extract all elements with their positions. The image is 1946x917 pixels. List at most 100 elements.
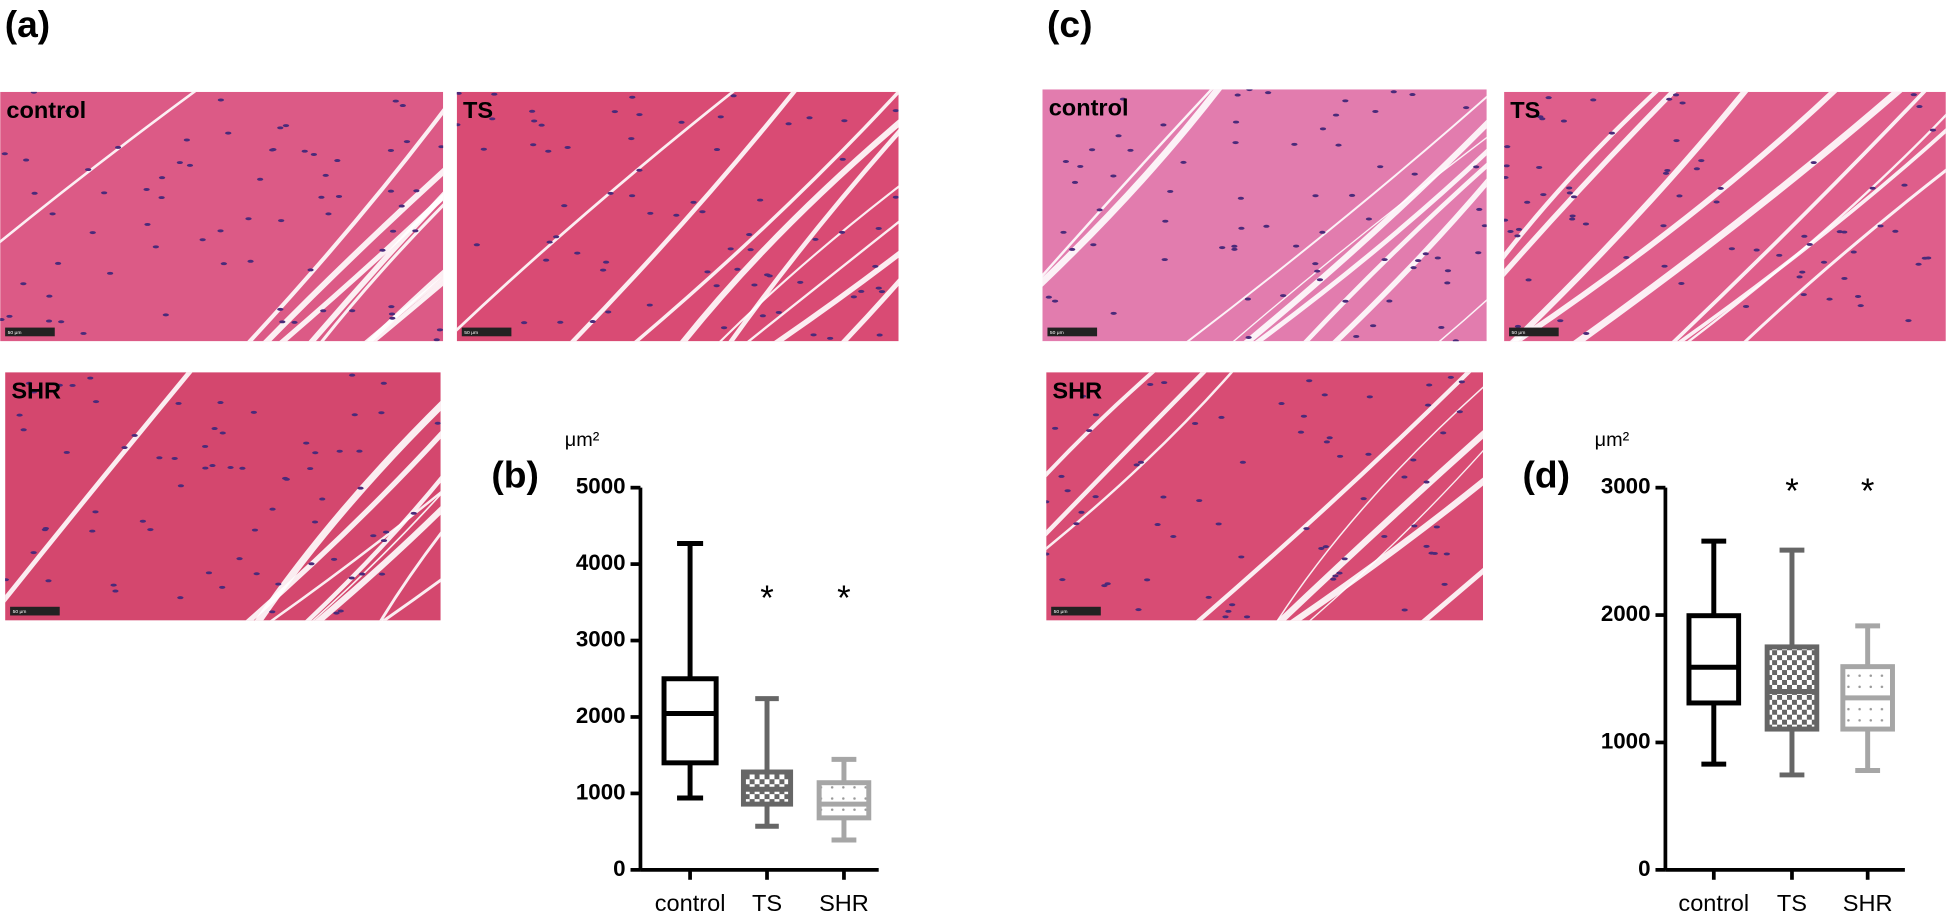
nucleus bbox=[1365, 217, 1373, 221]
fiber-gap bbox=[1186, 95, 1487, 342]
panel-label: (d) bbox=[1523, 454, 1571, 496]
nucleus bbox=[6, 314, 13, 318]
x-tick-label: TS bbox=[752, 890, 782, 916]
nucleus bbox=[473, 243, 480, 247]
significance: * bbox=[760, 580, 774, 618]
image-label: TS bbox=[1510, 97, 1540, 123]
nucleus bbox=[1218, 415, 1225, 419]
nucleus bbox=[538, 123, 545, 127]
nucleus bbox=[1079, 394, 1087, 398]
nucleus bbox=[1238, 226, 1245, 230]
nucleus bbox=[171, 456, 178, 460]
nucleus bbox=[1673, 139, 1680, 143]
nucleus bbox=[199, 238, 206, 242]
fiber-gap bbox=[679, 119, 899, 342]
nucleus bbox=[1583, 332, 1590, 335]
nucleus bbox=[1244, 297, 1252, 301]
nucleus bbox=[277, 126, 284, 130]
nucleus bbox=[139, 519, 146, 523]
nucleus bbox=[308, 562, 315, 566]
nucleus bbox=[1162, 219, 1169, 223]
nucleus bbox=[30, 551, 37, 555]
nucleus bbox=[211, 427, 218, 431]
nucleus bbox=[1660, 224, 1667, 228]
nucleus bbox=[1088, 148, 1096, 152]
nucleus bbox=[636, 113, 643, 117]
nucleus bbox=[220, 262, 227, 266]
fiber-gap bbox=[456, 91, 735, 332]
nucleus bbox=[841, 119, 848, 123]
nucleus bbox=[143, 187, 150, 191]
nucleus bbox=[107, 271, 114, 275]
nucleus bbox=[176, 161, 183, 165]
nucleus bbox=[1160, 123, 1167, 127]
nucleus bbox=[1475, 251, 1482, 255]
nucleus bbox=[320, 309, 327, 313]
nucleus bbox=[1728, 247, 1735, 251]
nucleus bbox=[379, 248, 386, 252]
nucleus bbox=[1222, 615, 1229, 619]
nucleus bbox=[589, 320, 596, 324]
nucleus bbox=[1892, 229, 1899, 233]
nucleus bbox=[1557, 319, 1564, 323]
nucleus bbox=[1431, 551, 1438, 555]
nucleus bbox=[1332, 574, 1339, 578]
nucleus bbox=[1438, 325, 1445, 329]
nucleus bbox=[858, 289, 865, 293]
nucleus bbox=[1463, 106, 1470, 110]
nucleus bbox=[1110, 174, 1117, 178]
nucleus bbox=[389, 229, 397, 233]
nucleus bbox=[603, 260, 610, 264]
fiber-gap bbox=[1042, 89, 1214, 278]
nucleus bbox=[759, 314, 766, 318]
nucleus bbox=[219, 585, 226, 589]
nucleus bbox=[307, 268, 314, 272]
nucleus bbox=[144, 222, 151, 226]
fiber-gap bbox=[1243, 119, 1487, 342]
image-label: control bbox=[1049, 94, 1129, 120]
nucleus bbox=[1742, 304, 1750, 308]
nucleus bbox=[1293, 244, 1300, 248]
nucleus bbox=[717, 115, 724, 119]
nucleus bbox=[734, 267, 741, 271]
nucleus bbox=[1386, 299, 1393, 303]
nucleus bbox=[1433, 525, 1440, 529]
nucleus bbox=[269, 507, 276, 511]
y-tick-label: 2000 bbox=[1601, 601, 1651, 626]
nucleus bbox=[175, 401, 182, 405]
nucleus bbox=[1215, 522, 1222, 526]
nucleus bbox=[325, 212, 332, 216]
nucleus bbox=[63, 450, 70, 454]
nucleus bbox=[1238, 555, 1245, 559]
nucleus bbox=[489, 117, 496, 121]
nucleus bbox=[131, 433, 138, 437]
nucleus bbox=[1330, 577, 1337, 581]
nucleus bbox=[45, 579, 52, 583]
nucleus bbox=[1192, 421, 1199, 425]
panel-label: (a) bbox=[5, 3, 50, 45]
nucleus bbox=[1110, 311, 1117, 315]
nucleus bbox=[1456, 410, 1463, 414]
nucleus bbox=[282, 476, 289, 480]
nucleus bbox=[277, 307, 284, 311]
nucleus bbox=[115, 145, 122, 149]
nucleus bbox=[1415, 259, 1422, 263]
nucleus bbox=[1326, 436, 1333, 440]
nucleus bbox=[1514, 324, 1522, 328]
nucleus bbox=[1841, 230, 1848, 234]
nucleus bbox=[1869, 186, 1876, 190]
nucleus bbox=[410, 511, 417, 515]
nucleus bbox=[278, 219, 285, 223]
nucleus bbox=[1441, 582, 1448, 586]
nucleus bbox=[838, 230, 846, 234]
nucleus bbox=[747, 248, 754, 252]
nucleus bbox=[797, 280, 804, 284]
nucleus bbox=[1246, 89, 1253, 92]
nucleus bbox=[1312, 262, 1319, 266]
nucleus bbox=[1046, 500, 1050, 504]
nucleus bbox=[1806, 242, 1813, 246]
nucleus bbox=[1219, 246, 1226, 250]
nucleus bbox=[1104, 582, 1111, 586]
nucleus bbox=[30, 390, 38, 394]
nucleus bbox=[1676, 194, 1683, 198]
